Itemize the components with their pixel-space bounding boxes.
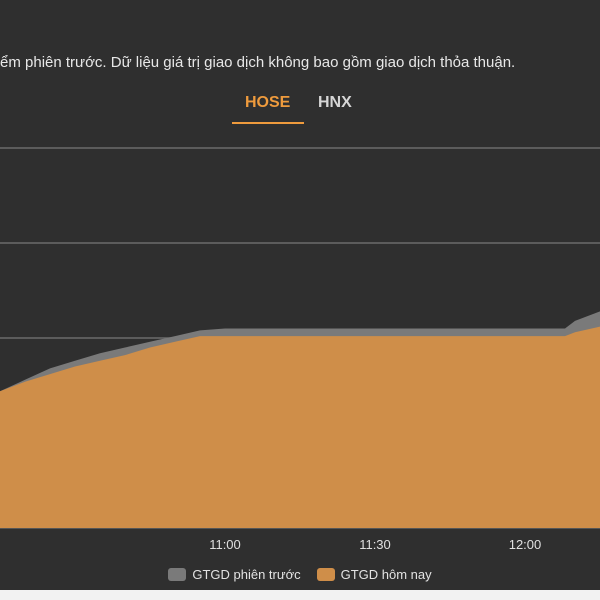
legend-swatch-today: [316, 567, 335, 581]
chart-legend: GTGD phiên trước GTGD hôm nay: [0, 564, 600, 584]
x-tick-label-1200: 12:00: [509, 537, 542, 552]
series-area-today[interactable]: [0, 326, 600, 528]
tab-hose[interactable]: HOSE: [245, 94, 291, 111]
legend-swatch-previous-session: [168, 567, 187, 581]
legend-label-previous-session: GTGD phiên trước: [192, 566, 301, 582]
legend-item-today[interactable]: GTGD hôm nay: [316, 566, 432, 582]
legend-item-previous-session[interactable]: GTGD phiên trước: [168, 566, 301, 582]
x-tick-label-1100: 11:00: [209, 537, 241, 552]
legend-label-today: GTGD hôm nay: [340, 566, 432, 582]
x-tick-label-1130: 11:30: [359, 537, 391, 552]
exchange-tabs: HOSE HNX: [0, 94, 600, 128]
tab-hnx[interactable]: HNX: [318, 94, 352, 111]
active-tab-underline: [232, 122, 304, 124]
data-note: ểm phiên trước. Dữ liệu giá trị giao dịc…: [0, 54, 516, 71]
